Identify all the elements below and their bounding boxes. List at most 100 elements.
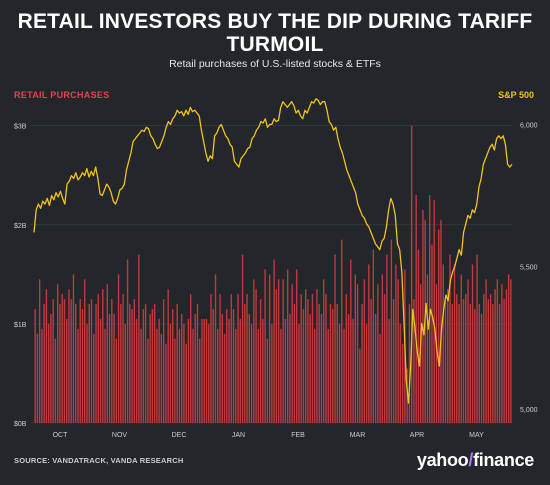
retail-bar xyxy=(298,323,300,423)
retail-bar xyxy=(507,274,510,423)
retail-bar xyxy=(230,294,232,423)
retail-bar xyxy=(372,249,375,423)
retail-bar xyxy=(483,294,485,423)
retail-bar xyxy=(212,309,214,423)
retail-bar xyxy=(390,239,393,423)
retail-bar xyxy=(262,318,264,423)
retail-bar xyxy=(81,309,84,423)
retail-bar xyxy=(397,279,399,423)
retail-bar xyxy=(399,323,402,423)
retail-bar xyxy=(235,328,237,423)
retail-bar xyxy=(381,274,384,423)
retail-bar xyxy=(392,299,395,423)
retail-bar xyxy=(264,269,266,423)
retail-bar xyxy=(56,284,59,423)
retail-bar xyxy=(178,328,181,423)
retail-bar xyxy=(314,328,316,423)
retail-bar xyxy=(104,328,106,423)
retail-bar xyxy=(503,299,505,423)
retail-bar xyxy=(36,333,39,423)
left-tick-label: $3B xyxy=(14,124,27,131)
left-tick-label: $0B xyxy=(14,421,27,428)
x-tick-label: OCT xyxy=(53,432,69,439)
retail-bar xyxy=(320,314,323,423)
retail-bar xyxy=(185,343,187,423)
retail-bar xyxy=(176,304,178,423)
retail-bar xyxy=(120,304,122,423)
right-axis-label: S&P 500 xyxy=(498,90,534,100)
retail-bar xyxy=(180,314,183,423)
x-tick-label: APR xyxy=(410,432,424,439)
retail-bar xyxy=(219,294,221,423)
x-tick-label: JAN xyxy=(232,432,245,439)
retail-bar xyxy=(210,294,212,423)
retail-bar xyxy=(86,323,88,423)
retail-bar xyxy=(273,259,275,423)
retail-bar xyxy=(422,209,424,423)
retail-bar xyxy=(250,323,253,423)
retail-bar xyxy=(410,125,413,423)
retail-bar xyxy=(304,289,307,423)
x-tick-label: MAR xyxy=(350,432,366,439)
brand-slash: / xyxy=(468,450,474,470)
retail-bar xyxy=(469,304,471,423)
retail-bar xyxy=(239,318,242,423)
retail-bar xyxy=(259,299,262,423)
retail-bar xyxy=(458,304,460,423)
retail-bar xyxy=(115,338,117,423)
retail-bar xyxy=(79,299,81,423)
retail-bar xyxy=(383,294,386,423)
x-tick-label: MAY xyxy=(469,432,484,439)
retail-bar xyxy=(309,314,311,423)
retail-bar xyxy=(329,304,332,423)
retail-bar xyxy=(311,294,314,423)
retail-bar xyxy=(90,299,93,423)
retail-bar xyxy=(431,244,433,423)
retail-bar xyxy=(417,249,420,423)
retail-bar xyxy=(282,279,284,423)
retail-bar xyxy=(426,274,429,423)
retail-bar xyxy=(370,299,372,423)
retail-bar xyxy=(289,314,291,423)
retail-bar xyxy=(169,323,172,423)
retail-bar xyxy=(471,264,474,423)
retail-bar xyxy=(217,328,219,423)
retail-bar xyxy=(158,318,160,423)
retail-bar xyxy=(147,338,149,423)
left-tick-label: $1B xyxy=(14,322,27,329)
retail-bar xyxy=(474,309,476,423)
retail-bar xyxy=(129,304,131,423)
retail-bar xyxy=(336,304,338,423)
retail-bar xyxy=(149,314,151,423)
retail-bar xyxy=(365,323,368,423)
retail-bar xyxy=(52,299,54,423)
x-tick-label: FEB xyxy=(291,432,305,439)
retail-bar xyxy=(480,314,483,423)
retail-bar xyxy=(244,304,246,423)
retail-bar xyxy=(295,269,298,423)
retail-bar xyxy=(413,299,415,423)
retail-bar xyxy=(205,318,208,423)
retail-bar xyxy=(59,304,61,423)
retail-bar xyxy=(368,264,370,423)
retail-bar xyxy=(453,264,456,423)
retail-bar xyxy=(228,318,230,423)
retail-bar xyxy=(286,269,289,423)
retail-bar xyxy=(255,289,257,423)
retail-bar xyxy=(113,314,115,423)
retail-bar xyxy=(50,314,52,423)
retail-bar xyxy=(65,318,68,423)
retail-bar xyxy=(135,318,138,423)
retail-bar xyxy=(435,284,438,423)
source-note: SOURCE: VANDATRACK, VANDA RESEARCH xyxy=(14,456,184,465)
retail-bar xyxy=(505,289,508,423)
right-tick-label: 6,000 xyxy=(520,122,538,129)
retail-bar xyxy=(246,294,248,423)
retail-bar xyxy=(174,338,176,423)
retail-bar xyxy=(361,304,363,423)
retail-bar xyxy=(223,333,226,423)
left-axis-ticks: $0B $1B $2B $3B xyxy=(14,124,27,428)
retail-bar xyxy=(84,279,86,423)
retail-bar xyxy=(343,328,345,423)
retail-bar xyxy=(496,279,499,423)
